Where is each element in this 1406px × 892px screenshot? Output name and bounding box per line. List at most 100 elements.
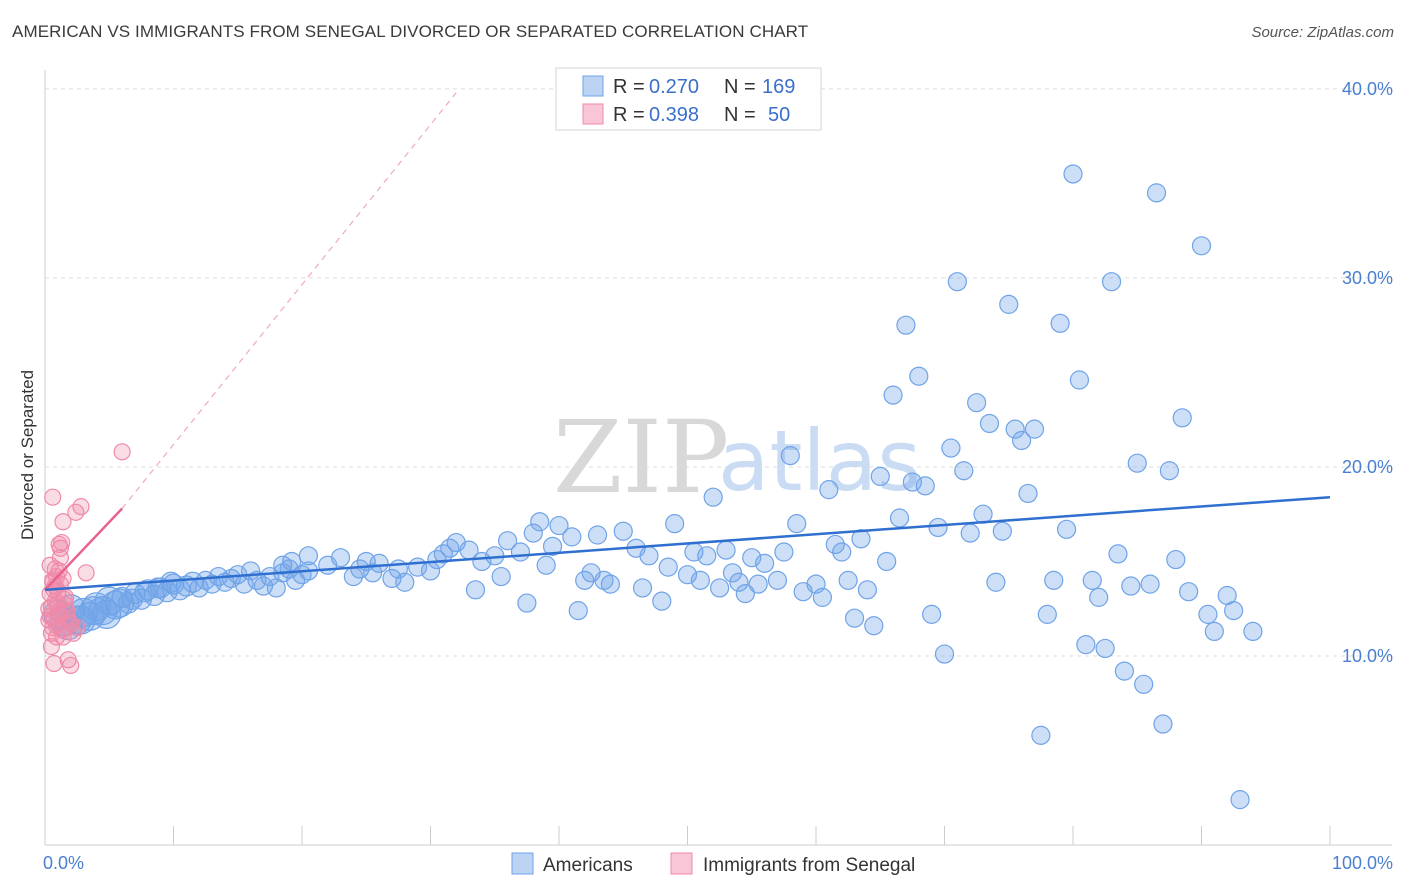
legend-n-label-senegal: N = xyxy=(724,104,756,126)
senegal-point xyxy=(50,535,68,554)
americans-point xyxy=(735,583,755,604)
americans-point xyxy=(639,546,659,566)
americans-point xyxy=(600,574,621,594)
americans-point xyxy=(1024,419,1045,439)
americans-point xyxy=(1134,674,1154,694)
americans-point xyxy=(825,534,845,555)
y-tick-label: 40.0% xyxy=(1342,79,1393,99)
americans-point xyxy=(658,557,678,577)
tick-labels: 10.0% 20.0% 30.0% 40.0% 0.0% 100.0% xyxy=(43,79,1393,873)
americans-point xyxy=(121,588,143,610)
americans-point xyxy=(1140,574,1160,594)
americans-point xyxy=(767,570,788,590)
americans-point xyxy=(330,548,351,568)
americans-point xyxy=(896,315,916,335)
legend-r-label-americans: R = xyxy=(613,76,645,98)
americans-point xyxy=(465,580,486,600)
americans-point xyxy=(1108,544,1128,564)
watermark-zip: ZIP xyxy=(553,399,729,516)
senegal-point xyxy=(77,564,95,582)
americans-point xyxy=(1095,638,1115,659)
bottom-legend: Americans Immigrants from Senegal xyxy=(511,852,915,876)
chart-title: AMERICAN VS IMMIGRANTS FROM SENEGAL DIVO… xyxy=(12,22,809,41)
americans-point xyxy=(710,578,730,598)
americans-point xyxy=(1056,519,1077,539)
americans-point xyxy=(909,366,929,386)
americans-point xyxy=(1166,549,1186,570)
americans-trend-line xyxy=(44,495,1331,592)
senegal-point xyxy=(72,498,90,516)
americans-point xyxy=(1243,621,1263,642)
americans-point xyxy=(934,644,955,664)
americans-point xyxy=(1191,236,1212,256)
americans-point xyxy=(665,514,685,534)
americans-point xyxy=(575,570,595,590)
legend-r-value-americans: 0.270 xyxy=(649,76,699,98)
americans-point xyxy=(889,508,910,528)
americans-point xyxy=(1127,453,1147,473)
americans-point xyxy=(877,551,897,572)
americans-point xyxy=(523,523,543,543)
americans-point xyxy=(536,555,556,575)
senegal-point xyxy=(45,654,63,673)
americans-point xyxy=(632,578,653,598)
americans-point xyxy=(542,536,563,556)
americans-point xyxy=(517,593,537,613)
americans-point xyxy=(530,512,550,532)
americans-point xyxy=(1037,604,1057,624)
americans-point xyxy=(363,563,383,583)
americans-point xyxy=(1076,635,1096,655)
americans-point xyxy=(992,521,1012,541)
chart-source: Source: ZipAtlas.com xyxy=(1251,24,1394,41)
americans-point xyxy=(722,563,743,583)
americans-point xyxy=(864,616,884,636)
bottom-legend-americans: Americans xyxy=(543,855,633,876)
americans-point xyxy=(703,487,723,507)
americans-point xyxy=(1031,725,1051,745)
americans-point xyxy=(774,542,794,562)
americans-point xyxy=(690,570,710,590)
americans-point xyxy=(104,588,135,618)
americans-point xyxy=(1224,601,1244,621)
americans-point xyxy=(549,515,569,536)
axes xyxy=(44,70,1392,846)
senegal-point xyxy=(49,603,67,622)
senegal-point xyxy=(62,656,80,675)
americans-point xyxy=(947,272,967,292)
americans-point xyxy=(1050,313,1070,333)
americans-point xyxy=(729,572,749,592)
americans-point xyxy=(510,542,531,562)
americans-point xyxy=(1121,576,1141,596)
watermark: ZIP atlas xyxy=(553,399,921,516)
americans-point xyxy=(902,472,922,492)
americans-point xyxy=(716,540,736,560)
americans-point xyxy=(1011,430,1032,451)
senegal-point xyxy=(113,443,131,461)
americans-point xyxy=(915,476,935,496)
americans-point xyxy=(954,461,974,481)
americans-point xyxy=(754,553,775,573)
americans-point xyxy=(857,580,878,600)
x-tick-label: 0.0% xyxy=(43,853,84,873)
americans-point xyxy=(1082,570,1102,590)
americans-point xyxy=(1172,408,1192,428)
americans-point xyxy=(282,551,302,572)
americans-point xyxy=(1114,661,1135,681)
americans-point xyxy=(1063,164,1083,184)
americans-point xyxy=(967,393,987,413)
americans-point xyxy=(922,604,942,624)
americans-point xyxy=(1101,272,1122,292)
americans-point xyxy=(1153,714,1173,734)
americans-point xyxy=(298,546,319,566)
americans-point xyxy=(1159,461,1179,481)
bottom-legend-swatch-senegal xyxy=(670,852,693,875)
americans-point xyxy=(568,601,588,621)
americans-point xyxy=(697,546,717,566)
americans-point xyxy=(1179,582,1199,602)
senegal-point xyxy=(44,488,62,506)
senegal-trend-extension xyxy=(121,92,457,509)
americans-point xyxy=(960,523,980,543)
senegal-point xyxy=(54,513,72,531)
senegal-trend-line xyxy=(44,507,124,591)
